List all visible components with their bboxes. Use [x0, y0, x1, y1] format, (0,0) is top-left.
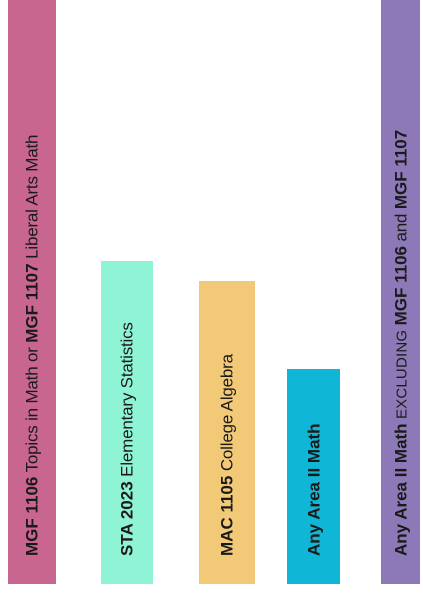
- course-code: MGF 1106: [22, 476, 42, 556]
- course-code: MGF 1106: [391, 245, 410, 326]
- course-code: MAC 1105: [217, 475, 237, 556]
- bar-label: STA 2023 Elementary Statistics: [117, 322, 137, 556]
- bar-any-area-ii-math-excluding: Any Area II Math EXCLUDING MGF 1106 and …: [381, 0, 420, 584]
- course-description: College Algebra: [217, 354, 237, 476]
- course-code: STA 2023: [117, 481, 137, 556]
- bar-mac-1105: MAC 1105 College Algebra: [199, 281, 255, 584]
- course-description: EXCLUDING: [393, 325, 410, 424]
- bar-sta-2023: STA 2023 Elementary Statistics: [101, 261, 153, 584]
- bar-label: Any Area II Math EXCLUDING MGF 1106 and …: [391, 129, 410, 556]
- course-description: and: [391, 209, 410, 246]
- course-description: Topics in Math or: [22, 342, 42, 477]
- bar-label: MGF 1106 Topics in Math or MGF 1107 Libe…: [22, 134, 42, 556]
- course-description: Liberal Arts Math: [22, 134, 42, 264]
- course-description: Elementary Statistics: [117, 322, 137, 482]
- bar-any-area-ii-math: Any Area II Math: [287, 369, 340, 584]
- bar-label: Any Area II Math: [304, 423, 323, 556]
- course-code: Any Area II Math: [304, 423, 323, 556]
- course-code: MGF 1107: [22, 263, 42, 343]
- course-code: MGF 1107: [391, 129, 410, 210]
- course-code: Any Area II Math: [391, 423, 410, 556]
- bar-mgf-1106-or-1107: MGF 1106 Topics in Math or MGF 1107 Libe…: [8, 0, 56, 584]
- bar-label: MAC 1105 College Algebra: [217, 354, 237, 556]
